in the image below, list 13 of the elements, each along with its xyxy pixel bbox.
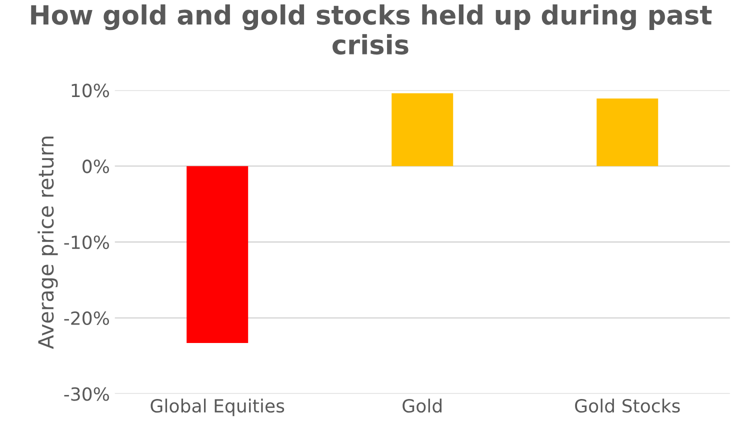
bar (186, 166, 248, 343)
y-tick-label: -20% (64, 311, 109, 326)
bar (596, 98, 658, 166)
y-axis-title: Average price return (38, 136, 58, 350)
y-tick-label: 0% (82, 160, 109, 174)
bar (392, 93, 454, 166)
x-tick-label: Gold (402, 398, 442, 413)
y-tick-label: -10% (64, 235, 109, 250)
y-tick-label: -30% (64, 387, 109, 401)
chart-title: How gold and gold stocks held up during past crisis (31, 4, 712, 55)
x-tick-label: Gold Stocks (575, 398, 680, 413)
x-tick-label: Global Equities (150, 398, 284, 416)
y-tick-label: 10% (72, 84, 109, 98)
